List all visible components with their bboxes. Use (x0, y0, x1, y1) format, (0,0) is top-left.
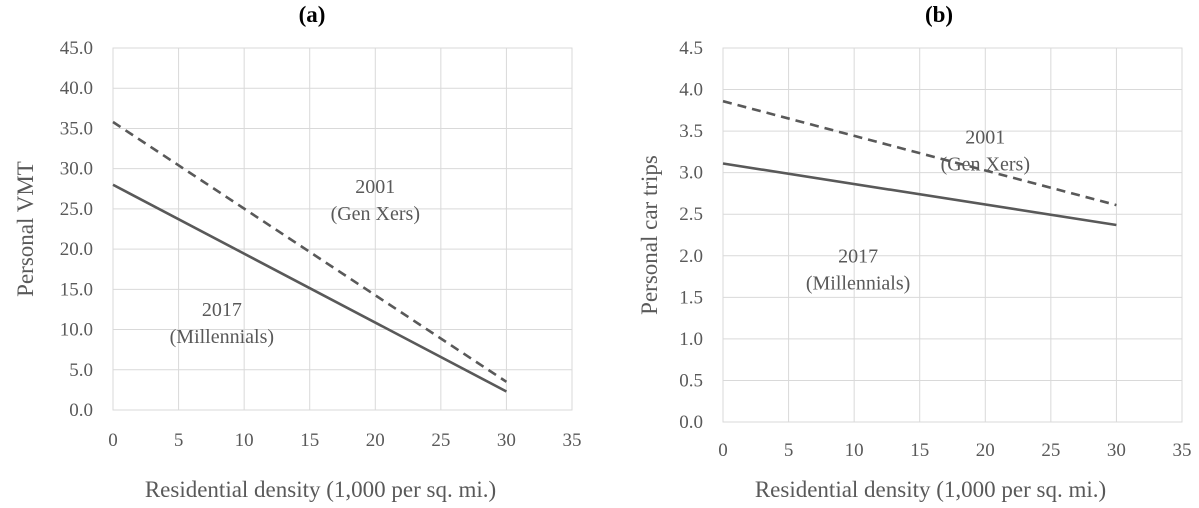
y-tick-label: 1.5 (679, 287, 703, 308)
series-line-dashed (722, 99, 1117, 207)
series-annotation: (Gen Xers) (331, 203, 420, 225)
x-tick-label: 0 (718, 440, 728, 461)
x-tick-label: 20 (976, 440, 995, 461)
x-tick-label: 30 (497, 430, 516, 451)
x-tick-label: 25 (431, 430, 450, 451)
y-tick-label: 25.0 (60, 199, 93, 220)
series-annotation: 2017 (202, 299, 242, 321)
series-annotation: 2001 (965, 127, 1005, 149)
x-axis-label: Residential density (1,000 per sq. mi.) (755, 477, 1106, 502)
y-axis-label: Personal car trips (637, 155, 662, 315)
x-tick-label: 20 (366, 430, 385, 451)
x-tick-label: 5 (784, 440, 794, 461)
y-tick-label: 45.0 (60, 38, 93, 59)
series-annotation: (Gen Xers) (941, 154, 1030, 176)
y-tick-label: 3.0 (679, 163, 703, 184)
y-tick-label: 3.5 (679, 121, 703, 142)
y-tick-label: 2.5 (679, 204, 703, 225)
y-tick-label: 2.0 (679, 246, 703, 267)
x-tick-label: 15 (300, 430, 319, 451)
y-tick-label: 5.0 (69, 360, 93, 381)
series-annotation: (Millennials) (170, 326, 274, 348)
x-axis-label: Residential density (1,000 per sq. mi.) (145, 477, 496, 502)
y-tick-label: 0.0 (69, 400, 93, 421)
y-tick-label: 1.0 (679, 329, 703, 350)
series-line-solid (112, 183, 508, 393)
plot-area (722, 47, 1183, 423)
x-tick-label: 35 (563, 430, 582, 451)
x-tick-label: 0 (108, 430, 118, 451)
chart-title: (a) (299, 2, 326, 27)
y-tick-label: 35.0 (60, 118, 93, 139)
x-tick-label: 15 (910, 440, 929, 461)
y-tick-label: 0.0 (679, 412, 703, 433)
x-tick-label: 10 (235, 430, 254, 451)
chart-panel-a: 0.0 5.0 10.0 15.0 20.0 25.0 30.0 35.0 40.0 45.0 0 5… (13, 2, 582, 502)
x-tick-label: 25 (1041, 440, 1060, 461)
y-tick-label: 0.5 (679, 370, 703, 391)
y-tick-label: 40.0 (60, 78, 93, 99)
y-tick-label: 15.0 (60, 279, 93, 300)
series-annotation: 2017 (838, 245, 878, 267)
x-tick-label: 10 (845, 440, 864, 461)
series-line-solid (722, 162, 1117, 227)
series-annotation: (Millennials) (806, 272, 910, 294)
series-line-dashed (112, 120, 508, 383)
x-tick-label: 35 (1173, 440, 1192, 461)
series-annotation: 2001 (355, 176, 395, 198)
x-tick-label: 30 (1107, 440, 1126, 461)
y-tick-label: 10.0 (60, 320, 93, 341)
y-tick-label: 30.0 (60, 159, 93, 180)
plot-area (112, 47, 573, 411)
y-tick-label: 4.0 (679, 80, 703, 101)
chart-panel-b: 0.0 0.5 1.0 1.5 2.0 2.5 3.0 3.5 4.0 4.5 0 5 10 15 20 25… (637, 2, 1192, 502)
x-tick-label: 5 (174, 430, 184, 451)
y-axis-label: Personal VMT (13, 161, 38, 297)
chart-title: (b) (925, 2, 953, 27)
y-tick-label: 4.5 (679, 38, 703, 59)
y-tick-label: 20.0 (60, 239, 93, 260)
